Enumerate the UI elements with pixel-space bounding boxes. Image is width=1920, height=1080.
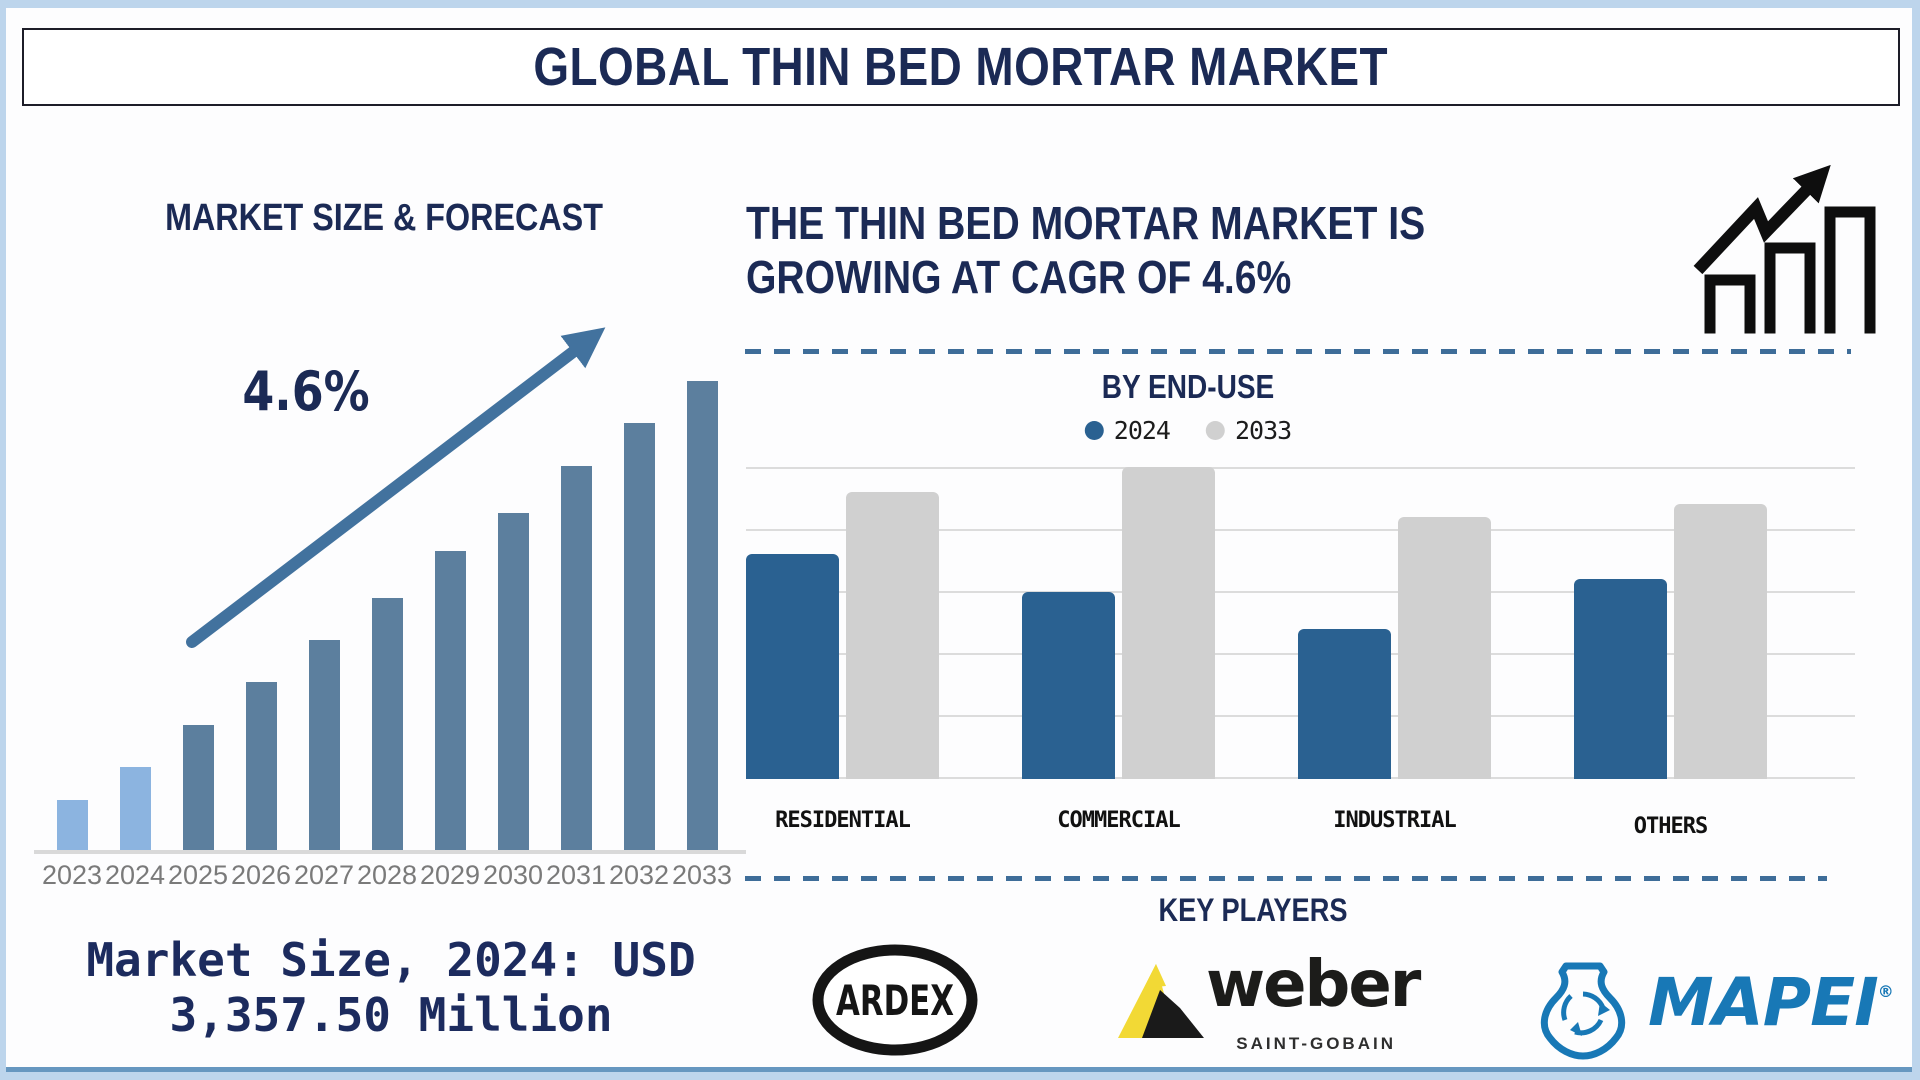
mapei-logo-text: MAPEI®	[1648, 964, 1894, 1041]
ardex-logo: ARDEX	[811, 944, 981, 1056]
forecast-bar-2031	[560, 466, 592, 852]
legend-label-2024: 2024	[1113, 416, 1171, 445]
forecast-bar-2026	[245, 682, 277, 852]
enduse-gridline	[746, 467, 1855, 469]
growth-chart-icon	[1693, 164, 1876, 334]
weber-triangle-icon	[1118, 964, 1204, 1038]
forecast-bar-2024	[119, 767, 151, 852]
forecast-year-label-2028: 2028	[356, 860, 418, 890]
forecast-year-label-2026: 2026	[230, 860, 292, 890]
forecast-year-label-2027: 2027	[293, 860, 355, 890]
enduse-bar-commercial-2024	[1022, 592, 1115, 779]
weber-logo: weber SAINT-GOBAIN	[1106, 948, 1421, 1070]
market-size-caption: Market Size, 2024: USD 3,357.50 Million	[41, 933, 741, 1043]
content-panel: GLOBAL THIN BED MORTAR MARKET MARKET SIZ…	[6, 8, 1912, 1072]
enduse-bar-commercial-2033	[1122, 467, 1215, 779]
enduse-bar-others-2024	[1574, 579, 1667, 779]
forecast-bars	[40, 373, 746, 852]
enduse-group-commercial	[1022, 467, 1215, 779]
enduse-category-label-residential: RESIDENTIAL	[775, 808, 911, 833]
forecast-year-labels: 2023 2024 2025 2026 2027 2028 2029 2030 2031 2032…	[40, 860, 746, 894]
enduse-legend: 2024 2033	[1084, 416, 1292, 445]
enduse-category-label-commercial: COMMERCIAL	[1057, 808, 1180, 833]
forecast-bar-2027	[308, 640, 340, 852]
enduse-group-others	[1574, 467, 1767, 779]
forecast-bar-2028	[371, 598, 403, 852]
enduse-category-labels: RESIDENTIAL COMMERCIAL INDUSTRIAL OTHERS	[746, 808, 1855, 842]
key-players-title: KEY PLAYERS	[1158, 892, 1348, 928]
enduse-chart	[746, 467, 1855, 779]
legend-label-2033: 2033	[1235, 416, 1292, 445]
enduse-bar-industrial-2033	[1398, 517, 1491, 779]
market-headline-line2: GROWING AT CAGR OF 4.6%	[746, 251, 1292, 303]
enduse-bar-industrial-2024	[1298, 629, 1391, 779]
forecast-year-label-2023: 2023	[41, 860, 103, 890]
section-divider-bottom	[745, 876, 1827, 881]
trend-arrow-icon	[186, 327, 606, 648]
legend-dot-2033	[1206, 421, 1225, 440]
forecast-year-label-2024: 2024	[104, 860, 166, 890]
market-headline: THE THIN BED MORTAR MARKET IS GROWING AT…	[746, 196, 1425, 304]
forecast-year-label-2033: 2033	[671, 860, 733, 890]
enduse-category-label-industrial: INDUSTRIAL	[1333, 808, 1456, 833]
mapei-emblem-icon	[1540, 962, 1626, 1060]
page-title: GLOBAL THIN BED MORTAR MARKET	[533, 37, 1389, 97]
enduse-group-industrial	[1298, 467, 1491, 779]
legend-dot-2024	[1084, 421, 1104, 440]
enduse-chart-title: BY END-USE	[1101, 368, 1275, 405]
forecast-chart-title: MARKET SIZE & FORECAST	[165, 197, 603, 239]
enduse-group-residential	[746, 467, 939, 779]
forecast-year-label-2032: 2032	[608, 860, 670, 890]
enduse-bar-residential-2024	[746, 554, 839, 779]
cagr-value-label: 4.6%	[242, 360, 370, 423]
ardex-logo-icon: ARDEX	[812, 944, 978, 1056]
market-headline-line1: THE THIN BED MORTAR MARKET IS	[746, 197, 1426, 249]
forecast-bar-2033	[686, 381, 718, 852]
legend-item-2024: 2024	[1084, 416, 1171, 445]
forecast-year-label-2029: 2029	[419, 860, 481, 890]
weber-logo-subtitle: SAINT-GOBAIN	[1236, 1034, 1396, 1053]
enduse-category-label-others: OTHERS	[1633, 814, 1708, 839]
enduse-bar-others-2033	[1674, 504, 1767, 779]
mapei-logo: MAPEI®	[1530, 958, 1894, 1064]
forecast-x-axis	[34, 850, 746, 854]
legend-item-2033: 2033	[1206, 416, 1292, 445]
forecast-bar-2029	[434, 551, 466, 852]
title-bar: GLOBAL THIN BED MORTAR MARKET	[22, 28, 1900, 106]
forecast-bar-2032	[623, 423, 655, 852]
market-size-caption-line1: Market Size, 2024: USD	[86, 933, 696, 987]
forecast-year-label-2030: 2030	[482, 860, 544, 890]
ardex-logo-text: ARDEX	[836, 976, 954, 1025]
market-size-caption-line2: 3,357.50 Million	[169, 988, 613, 1042]
enduse-gridline	[746, 529, 1855, 531]
forecast-bar-2025	[182, 725, 214, 852]
mapei-logo-word: MAPEI	[1648, 964, 1879, 1041]
forecast-year-label-2031: 2031	[545, 860, 607, 890]
enduse-bar-residential-2033	[846, 492, 939, 779]
forecast-bar-2023	[56, 800, 88, 852]
section-divider-top	[745, 349, 1851, 354]
forecast-bar-2030	[497, 513, 529, 852]
mapei-registered-mark: ®	[1877, 982, 1894, 1001]
enduse-gridline	[746, 591, 1855, 593]
weber-logo-text: weber	[1206, 948, 1421, 1022]
bottom-border-rule	[6, 1067, 1912, 1072]
forecast-year-label-2025: 2025	[167, 860, 229, 890]
